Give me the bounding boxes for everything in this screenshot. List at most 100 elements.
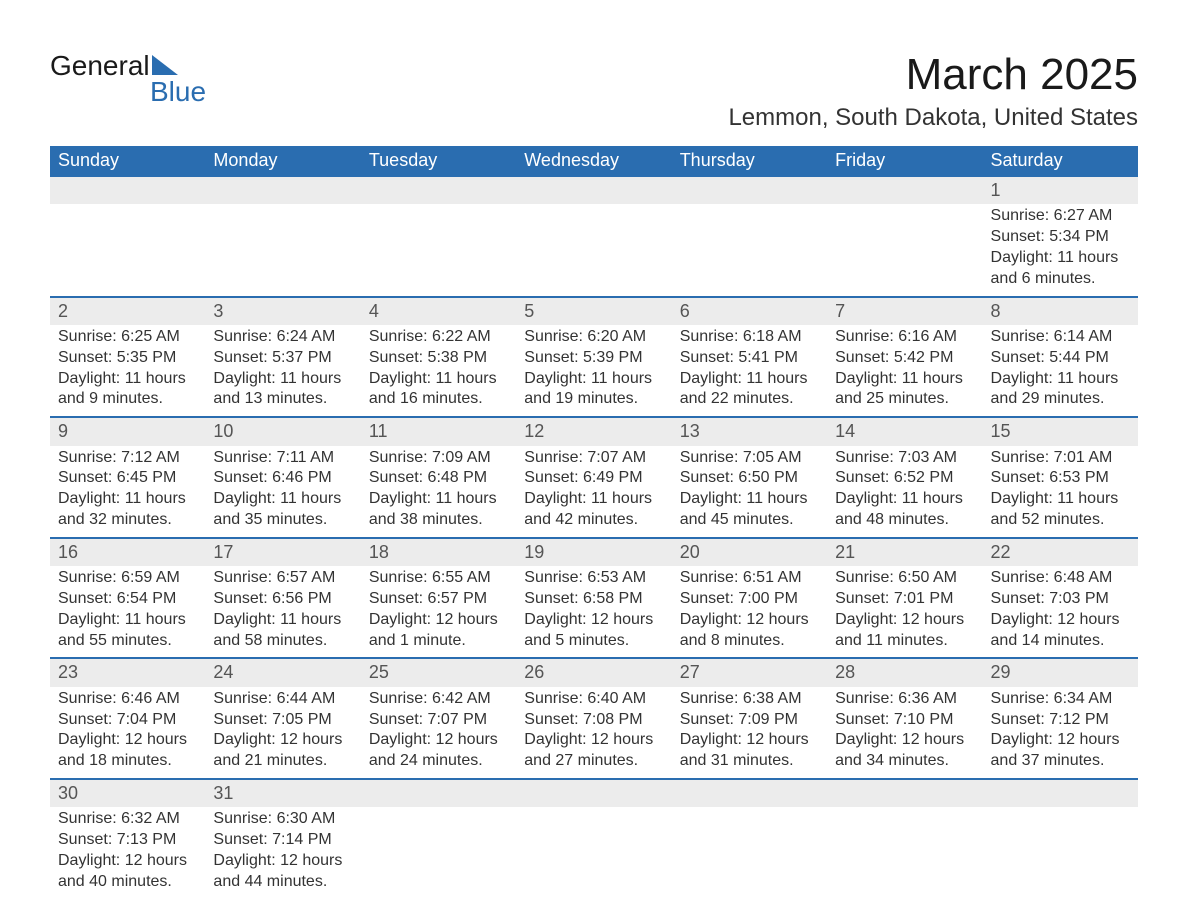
day-data-cell bbox=[516, 807, 671, 898]
day-data-cell bbox=[827, 807, 982, 898]
day-number-cell: 23 bbox=[50, 658, 205, 686]
daylight-text: Daylight: 11 hours and 16 minutes. bbox=[369, 369, 508, 411]
sunset-text: Sunset: 7:10 PM bbox=[835, 710, 974, 731]
daylight-text: Daylight: 11 hours and 35 minutes. bbox=[213, 489, 352, 531]
daylight-text: Daylight: 12 hours and 5 minutes. bbox=[524, 610, 663, 652]
sunset-text: Sunset: 6:54 PM bbox=[58, 589, 197, 610]
daylight-text: Daylight: 11 hours and 42 minutes. bbox=[524, 489, 663, 531]
sunset-text: Sunset: 7:03 PM bbox=[991, 589, 1130, 610]
day-data-cell: Sunrise: 6:18 AMSunset: 5:41 PMDaylight:… bbox=[672, 325, 827, 417]
sunset-text: Sunset: 7:14 PM bbox=[213, 830, 352, 851]
sunset-text: Sunset: 6:48 PM bbox=[369, 468, 508, 489]
day-data-cell bbox=[672, 807, 827, 898]
day-number-row: 9101112131415 bbox=[50, 417, 1138, 445]
sunrise-text: Sunrise: 6:59 AM bbox=[58, 568, 197, 589]
day-data-cell bbox=[50, 204, 205, 296]
day-data-row: Sunrise: 6:46 AMSunset: 7:04 PM Daylight:… bbox=[50, 687, 1138, 779]
sunset-text: Sunset: 7:04 PM bbox=[58, 710, 197, 731]
daylight-text: Daylight: 11 hours and 9 minutes. bbox=[58, 369, 197, 411]
sunset-text: Sunset: 7:08 PM bbox=[524, 710, 663, 731]
daylight-text: Daylight: 11 hours and 32 minutes. bbox=[58, 489, 197, 531]
daylight-text: Daylight: 11 hours and 19 minutes. bbox=[524, 369, 663, 411]
day-number-cell bbox=[50, 176, 205, 204]
day-number-cell: 4 bbox=[361, 297, 516, 325]
day-data-cell: Sunrise: 7:03 AMSunset: 6:52 PMDaylight:… bbox=[827, 446, 982, 538]
sunrise-text: Sunrise: 6:50 AM bbox=[835, 568, 974, 589]
day-data-cell: Sunrise: 6:14 AMSunset: 5:44 PMDaylight:… bbox=[983, 325, 1138, 417]
logo-text-blue: Blue bbox=[150, 76, 206, 108]
day-data-cell: Sunrise: 6:32 AMSunset: 7:13 PMDaylight:… bbox=[50, 807, 205, 898]
day-data-row: Sunrise: 6:59 AMSunset: 6:54 PM Daylight:… bbox=[50, 566, 1138, 658]
day-data-cell: Sunrise: 6:20 AMSunset: 5:39 PMDaylight:… bbox=[516, 325, 671, 417]
day-number-cell: 27 bbox=[672, 658, 827, 686]
sunset-text: Sunset: 6:49 PM bbox=[524, 468, 663, 489]
sunrise-text: Sunrise: 6:46 AM bbox=[58, 689, 197, 710]
sunset-text: Sunset: 5:39 PM bbox=[524, 348, 663, 369]
day-data-row: Sunrise: 6:32 AMSunset: 7:13 PMDaylight:… bbox=[50, 807, 1138, 898]
day-data-cell: Sunrise: 6:57 AMSunset: 6:56 PMDaylight:… bbox=[205, 566, 360, 658]
sunset-text: Sunset: 6:45 PM bbox=[58, 468, 197, 489]
day-number-cell: 3 bbox=[205, 297, 360, 325]
day-number-cell: 17 bbox=[205, 538, 360, 566]
day-number-cell: 25 bbox=[361, 658, 516, 686]
daylight-text: Daylight: 12 hours and 27 minutes. bbox=[524, 730, 663, 772]
daylight-text: Daylight: 12 hours and 34 minutes. bbox=[835, 730, 974, 772]
day-number-cell: 30 bbox=[50, 779, 205, 807]
day-data-cell: Sunrise: 6:50 AMSunset: 7:01 PMDaylight:… bbox=[827, 566, 982, 658]
day-data-row: Sunrise: 6:25 AMSunset: 5:35 PMDaylight:… bbox=[50, 325, 1138, 417]
sunset-text: Sunset: 5:38 PM bbox=[369, 348, 508, 369]
day-number-cell: 2 bbox=[50, 297, 205, 325]
sunrise-text: Sunrise: 6:24 AM bbox=[213, 327, 352, 348]
day-number-cell bbox=[361, 779, 516, 807]
weekday-header-row: SundayMondayTuesdayWednesdayThursdayFrid… bbox=[50, 146, 1138, 176]
daylight-text: Daylight: 12 hours and 44 minutes. bbox=[213, 851, 352, 893]
daylight-text: Daylight: 12 hours and 31 minutes. bbox=[680, 730, 819, 772]
day-data-cell: Sunrise: 6:25 AMSunset: 5:35 PMDaylight:… bbox=[50, 325, 205, 417]
sunrise-text: Sunrise: 7:09 AM bbox=[369, 448, 508, 469]
day-data-cell bbox=[361, 807, 516, 898]
day-number-cell: 19 bbox=[516, 538, 671, 566]
day-data-cell bbox=[516, 204, 671, 296]
daylight-text: Daylight: 11 hours and 22 minutes. bbox=[680, 369, 819, 411]
sunrise-text: Sunrise: 6:44 AM bbox=[213, 689, 352, 710]
sunrise-text: Sunrise: 6:51 AM bbox=[680, 568, 819, 589]
daylight-text: Daylight: 12 hours and 8 minutes. bbox=[680, 610, 819, 652]
sunset-text: Sunset: 6:50 PM bbox=[680, 468, 819, 489]
day-data-cell: Sunrise: 6:40 AMSunset: 7:08 PMDaylight:… bbox=[516, 687, 671, 779]
day-number-cell: 18 bbox=[361, 538, 516, 566]
day-data-cell: Sunrise: 7:09 AMSunset: 6:48 PMDaylight:… bbox=[361, 446, 516, 538]
sunset-text: Sunset: 5:41 PM bbox=[680, 348, 819, 369]
day-number-cell bbox=[361, 176, 516, 204]
day-data-row: Sunrise: 7:12 AMSunset: 6:45 PMDaylight:… bbox=[50, 446, 1138, 538]
daylight-text: Daylight: 11 hours and 45 minutes. bbox=[680, 489, 819, 531]
weekday-header: Sunday bbox=[50, 146, 205, 176]
sunset-text: Sunset: 5:42 PM bbox=[835, 348, 974, 369]
sunrise-text: Sunrise: 6:20 AM bbox=[524, 327, 663, 348]
day-data-cell: Sunrise: 6:36 AMSunset: 7:10 PMDaylight:… bbox=[827, 687, 982, 779]
day-data-cell: Sunrise: 6:34 AMSunset: 7:12 PMDaylight:… bbox=[983, 687, 1138, 779]
sunset-text: Sunset: 7:13 PM bbox=[58, 830, 197, 851]
day-number-cell: 7 bbox=[827, 297, 982, 325]
day-number-cell: 8 bbox=[983, 297, 1138, 325]
sunset-text: Sunset: 7:09 PM bbox=[680, 710, 819, 731]
sunset-text: Sunset: 6:57 PM bbox=[369, 589, 508, 610]
weekday-header: Tuesday bbox=[361, 146, 516, 176]
daylight-text: Daylight: 12 hours and 21 minutes. bbox=[213, 730, 352, 772]
day-number-cell: 1 bbox=[983, 176, 1138, 204]
weekday-header: Monday bbox=[205, 146, 360, 176]
sunrise-text: Sunrise: 6:30 AM bbox=[213, 809, 352, 830]
day-data-cell bbox=[983, 807, 1138, 898]
day-data-cell: Sunrise: 6:48 AMSunset: 7:03 PMDaylight:… bbox=[983, 566, 1138, 658]
day-number-cell: 31 bbox=[205, 779, 360, 807]
day-number-cell: 21 bbox=[827, 538, 982, 566]
day-number-cell bbox=[672, 176, 827, 204]
sunrise-text: Sunrise: 7:12 AM bbox=[58, 448, 197, 469]
daylight-text: Daylight: 11 hours and 58 minutes. bbox=[213, 610, 352, 652]
day-data-cell: Sunrise: 6:27 AMSunset: 5:34 PMDaylight:… bbox=[983, 204, 1138, 296]
daylight-text: Daylight: 12 hours and 37 minutes. bbox=[991, 730, 1130, 772]
weekday-header: Wednesday bbox=[516, 146, 671, 176]
sunset-text: Sunset: 6:53 PM bbox=[991, 468, 1130, 489]
sunset-text: Sunset: 5:37 PM bbox=[213, 348, 352, 369]
day-data-cell: Sunrise: 6:16 AMSunset: 5:42 PMDaylight:… bbox=[827, 325, 982, 417]
day-number-row: 3031 bbox=[50, 779, 1138, 807]
